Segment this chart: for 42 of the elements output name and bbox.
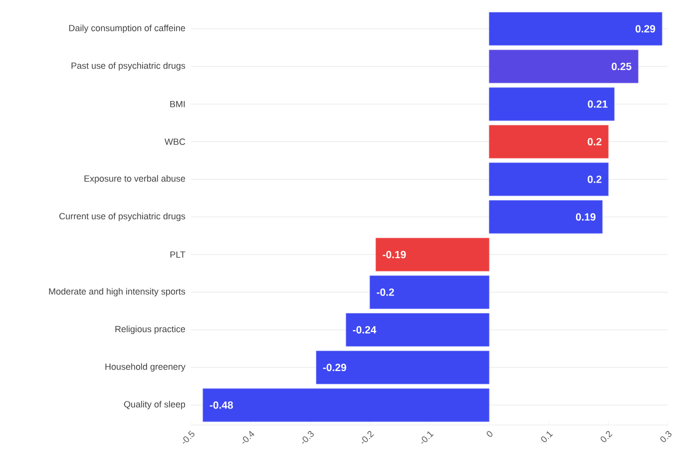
x-tick-label: -0.4 — [242, 430, 254, 444]
data-label: -0.2 — [376, 288, 394, 296]
bar — [316, 350, 490, 384]
y-tick-label: PLT — [170, 251, 186, 258]
bar — [202, 388, 490, 422]
bar — [376, 238, 490, 272]
y-tick-label: Moderate and high intensity sports — [49, 288, 186, 296]
x-tick-label: 0 — [486, 431, 492, 437]
y-tick-label: Past use of psychiatric drugs — [72, 62, 186, 71]
bar — [488, 12, 662, 46]
y-tick-label: Household greenery — [105, 363, 186, 372]
x-tick-label: -0.2 — [362, 431, 374, 444]
y-tick-label: BMI — [170, 100, 185, 108]
bar — [346, 313, 490, 347]
data-label: -0.29 — [323, 364, 346, 372]
bar — [488, 124, 609, 158]
x-tick-label: -0.1 — [421, 431, 434, 444]
bar — [370, 275, 490, 309]
x-tick-label: 0.2 — [600, 431, 612, 442]
x-tick-label: 0.1 — [541, 431, 553, 442]
data-label: -0.19 — [382, 250, 406, 258]
y-tick-label: Exposure to verbal abuse — [84, 175, 186, 184]
y-tick-label: Daily consumption of caffeine — [69, 24, 186, 33]
data-label: 0.29 — [636, 25, 656, 33]
x-tick-label: -0.3 — [302, 431, 314, 444]
data-label: -0.48 — [210, 401, 233, 409]
data-label: -0.24 — [352, 326, 376, 334]
data-label: 0.2 — [588, 176, 602, 184]
data-label: 0.19 — [576, 213, 596, 221]
x-tick-label: 0.3 — [660, 431, 672, 442]
bar — [488, 50, 638, 84]
data-label: 0.21 — [588, 100, 608, 108]
data-label: 0.25 — [612, 62, 632, 70]
y-tick-label: Current use of psychiatric drugs — [59, 212, 186, 222]
y-tick-label: Religious practice — [115, 326, 186, 334]
y-tick-label: Quality of sleep — [124, 400, 186, 410]
bar — [488, 200, 603, 234]
x-tick-label: -0.5 — [182, 430, 194, 444]
data-label: 0.2 — [588, 138, 602, 146]
y-tick-label: WBC — [164, 138, 186, 145]
bar — [488, 87, 615, 121]
bar — [488, 162, 609, 196]
